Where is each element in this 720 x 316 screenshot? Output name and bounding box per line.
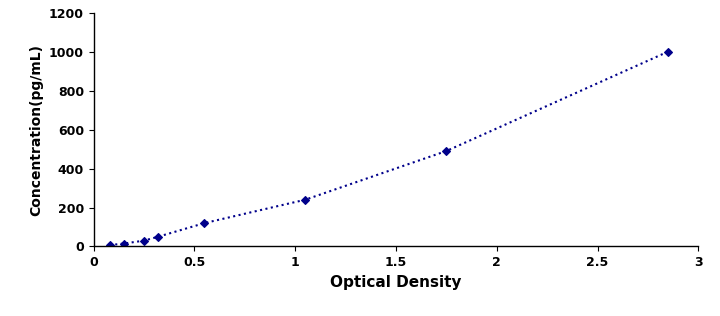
Y-axis label: Concentration(pg/mL): Concentration(pg/mL) xyxy=(30,44,43,216)
X-axis label: Optical Density: Optical Density xyxy=(330,275,462,290)
